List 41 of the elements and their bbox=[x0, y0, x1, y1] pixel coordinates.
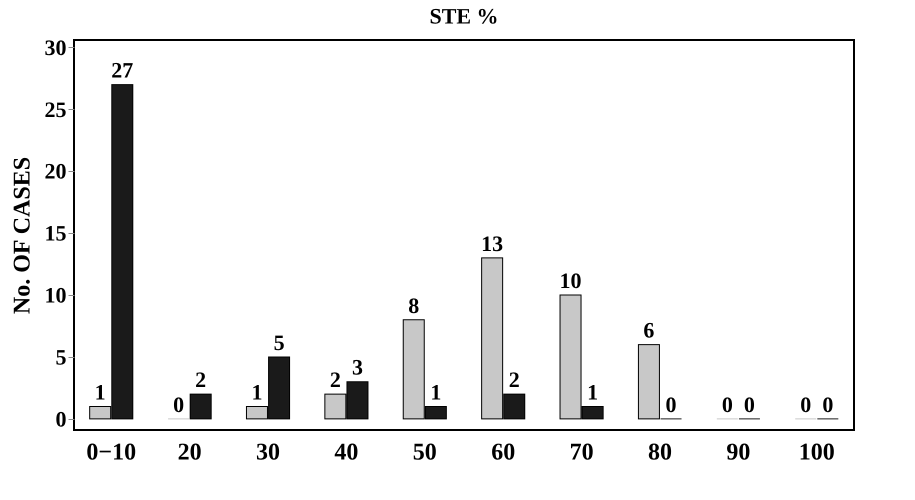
x-tick-label: 70 bbox=[570, 440, 594, 466]
y-tick-label: 10 bbox=[44, 282, 66, 308]
x-tick-label: 90 bbox=[726, 440, 750, 466]
data-label: 0 bbox=[173, 392, 184, 417]
bar bbox=[190, 394, 212, 420]
data-label: 10 bbox=[560, 268, 582, 294]
y-tick-label: 20 bbox=[44, 158, 66, 184]
data-label: 13 bbox=[481, 230, 504, 256]
bar bbox=[638, 344, 660, 420]
data-label: 1 bbox=[251, 379, 262, 404]
data-label: 2 bbox=[330, 367, 341, 392]
data-label: 1 bbox=[430, 379, 442, 404]
data-label: 0 bbox=[800, 392, 812, 417]
data-label: 1 bbox=[587, 379, 598, 404]
x-tick-label: 60 bbox=[491, 440, 516, 466]
data-label: 3 bbox=[352, 354, 363, 380]
x-tick-label: 80 bbox=[648, 440, 672, 466]
chart-title: STE % bbox=[429, 3, 499, 28]
data-label: 0 bbox=[744, 392, 755, 417]
y-tick-label: 5 bbox=[56, 344, 66, 370]
data-label: 1 bbox=[94, 379, 106, 404]
x-tick-label: 50 bbox=[412, 440, 437, 466]
x-tick-label: 30 bbox=[256, 440, 280, 466]
data-label: 6 bbox=[643, 318, 654, 343]
data-label: 0 bbox=[666, 392, 677, 417]
y-axis-title: No. OF CASES bbox=[10, 156, 36, 314]
data-label: 0 bbox=[822, 392, 834, 417]
data-label: 27 bbox=[111, 58, 134, 83]
x-tick-label: 0−10 bbox=[86, 440, 136, 466]
x-tick-label: 20 bbox=[178, 440, 202, 466]
data-label: 2 bbox=[195, 367, 206, 392]
data-label: 5 bbox=[274, 330, 285, 355]
data-label: 2 bbox=[508, 367, 520, 392]
y-tick-label: 0 bbox=[56, 406, 66, 432]
data-label: 8 bbox=[408, 292, 420, 318]
y-tick-label: 15 bbox=[44, 220, 66, 246]
y-tick-label: 25 bbox=[44, 96, 66, 122]
y-tick-label: 30 bbox=[44, 34, 66, 60]
data-label: 0 bbox=[722, 392, 733, 417]
x-tick-label: 100 bbox=[798, 440, 835, 466]
x-tick-label: 40 bbox=[334, 440, 358, 466]
